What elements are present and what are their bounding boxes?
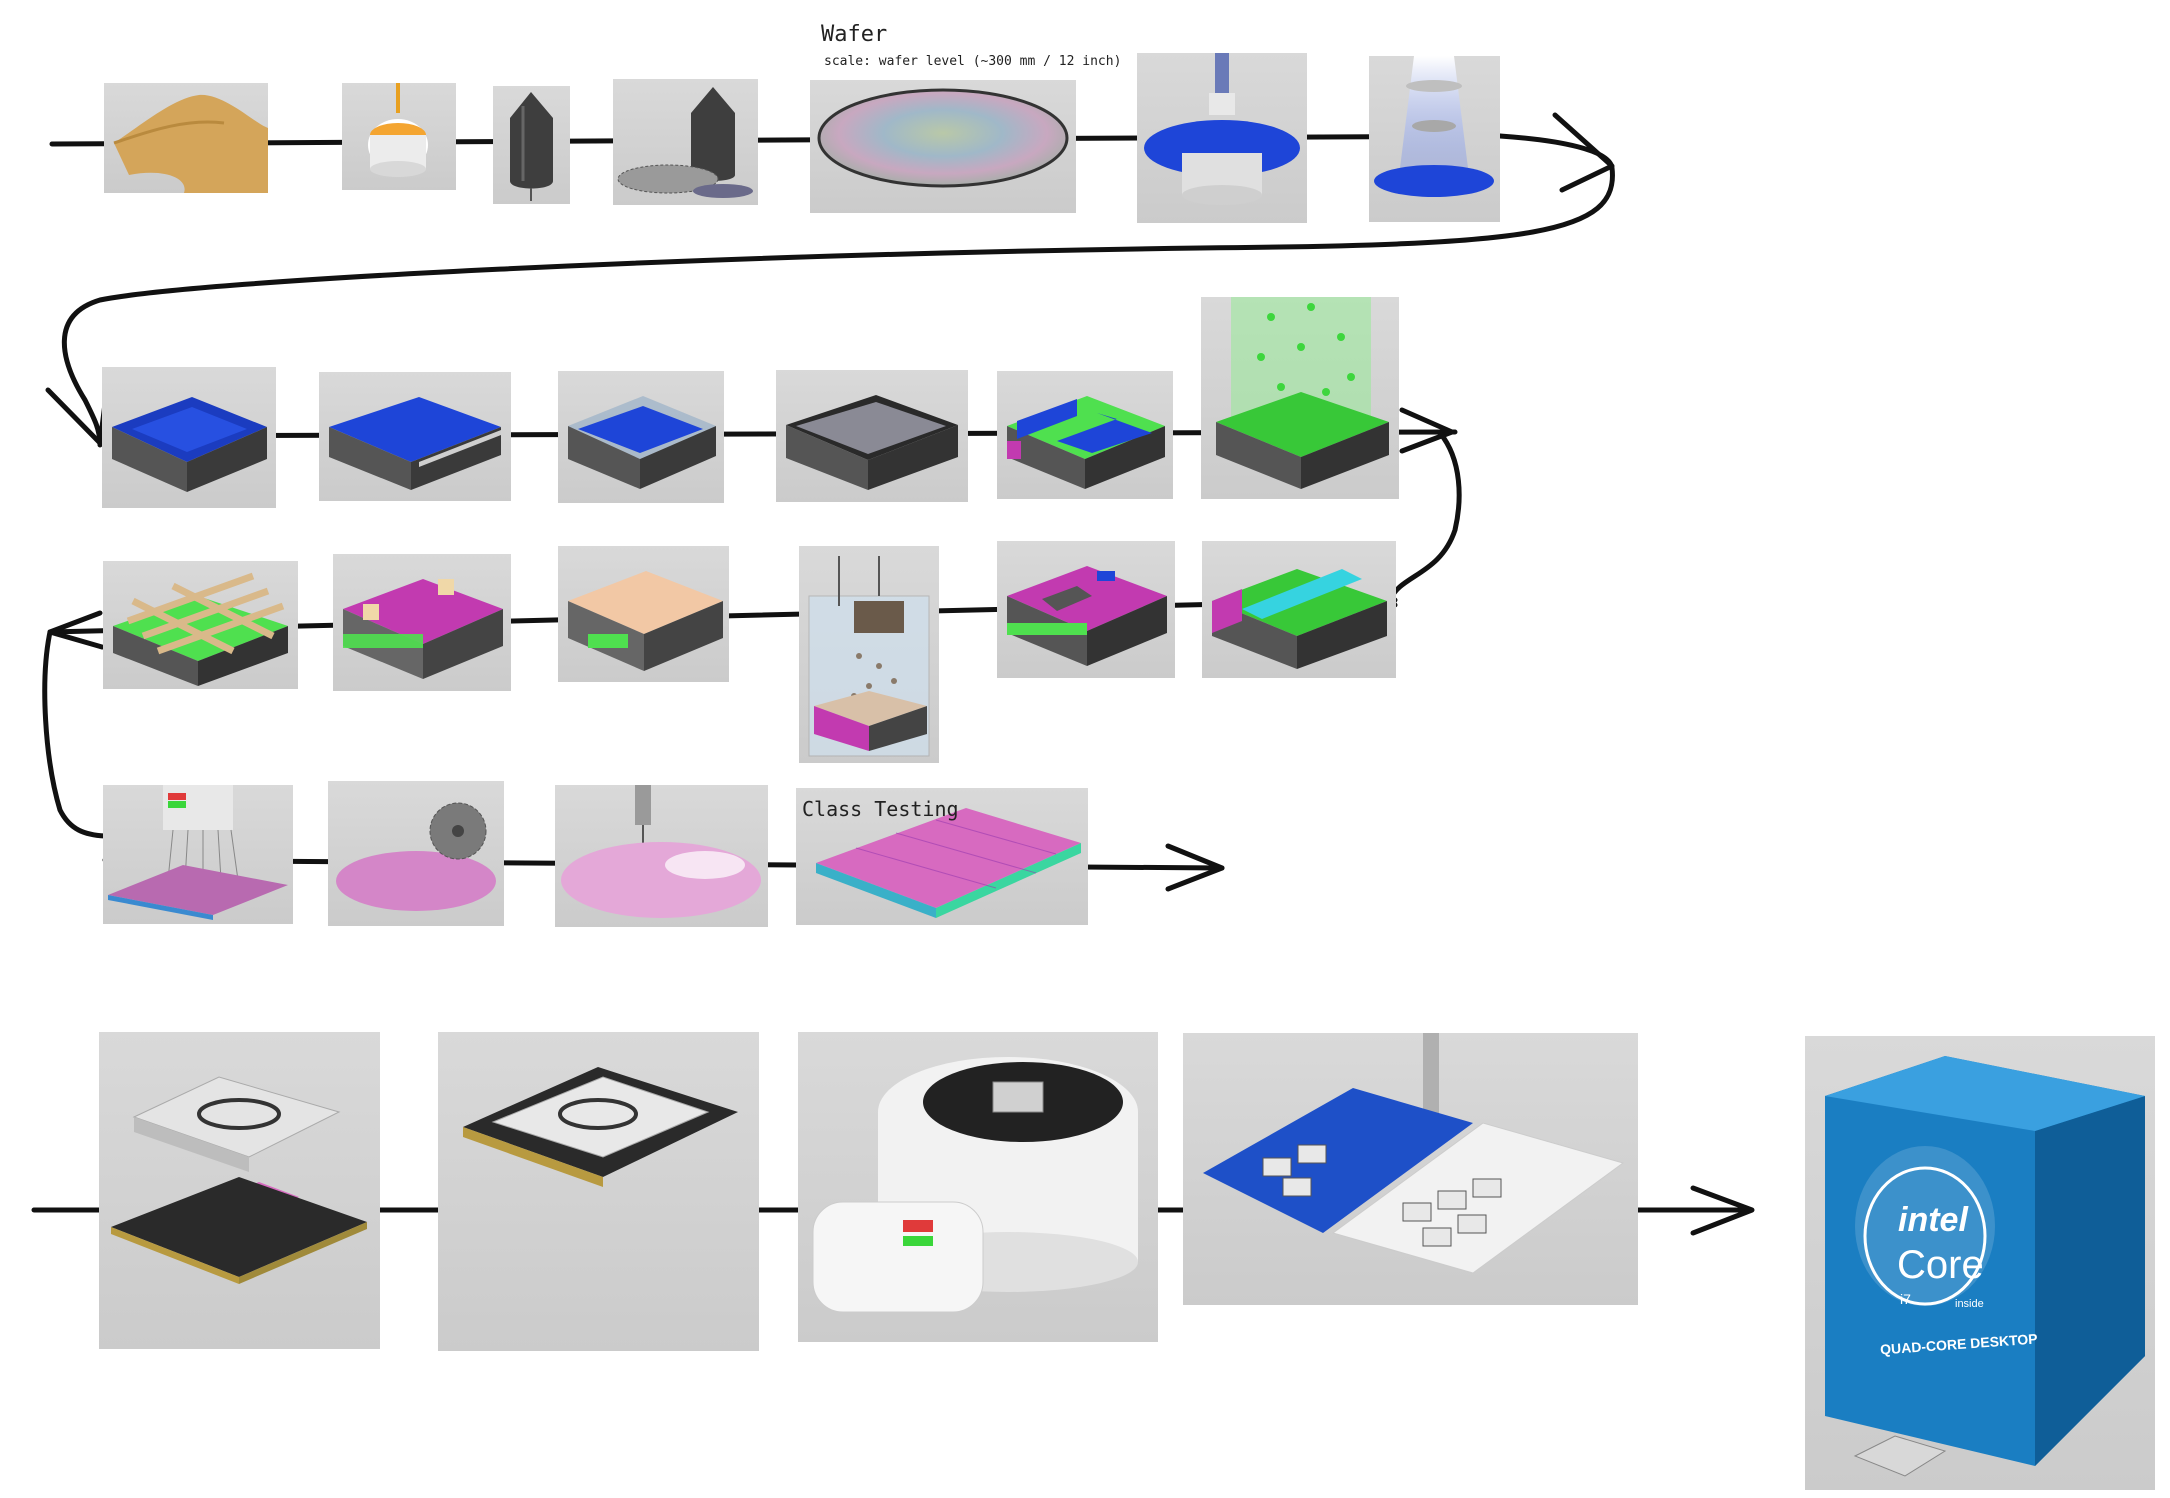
gate-deposit-icon [1202,541,1396,678]
develop-icon [319,372,511,501]
melted-silicon-icon [342,83,456,190]
copper-fill-icon [558,546,729,682]
packaged-cpu-icon [438,1032,759,1351]
contacts-icon [333,554,511,691]
box-brand: intel [1898,1201,1968,1239]
wafer-icon [810,80,1076,213]
die-icon [796,788,1088,925]
etch-icon [558,371,724,503]
die-pick-icon [555,785,768,927]
package-assembly-icon [99,1032,380,1349]
class-testing-label: Class Testing [802,797,959,821]
ingot-slicing-icon [613,79,758,205]
wafer-probe-icon [103,785,293,924]
gate-layer-icon [997,371,1173,499]
wafer-saw-icon [328,781,504,926]
class-tester-icon [798,1032,1158,1342]
wafer-scale-note: scale: wafer level (~300 mm / 12 inch) [824,54,1122,69]
binning-tray-icon [1183,1033,1638,1305]
ion-implant-icon [1201,297,1399,499]
box-model: i7 [1900,1291,1911,1307]
ingot-icon [493,86,570,204]
metal-layers-icon [103,561,298,689]
wafer-title: Wafer [821,22,888,47]
box-product: Core [1897,1243,1984,1287]
exposed-resist-icon [102,367,276,508]
photoresist-spin-icon [1137,53,1307,223]
resist-removal-icon [776,370,968,502]
exposure-icon [1369,56,1500,222]
sand-icon [104,83,268,193]
box-inside: inside [1955,1298,1984,1310]
electroplating-icon [799,546,939,763]
via-icon [997,541,1175,678]
retail-box-icon: intel Core i7 inside QUAD-CORE DESKTOP [1805,1036,2155,1490]
